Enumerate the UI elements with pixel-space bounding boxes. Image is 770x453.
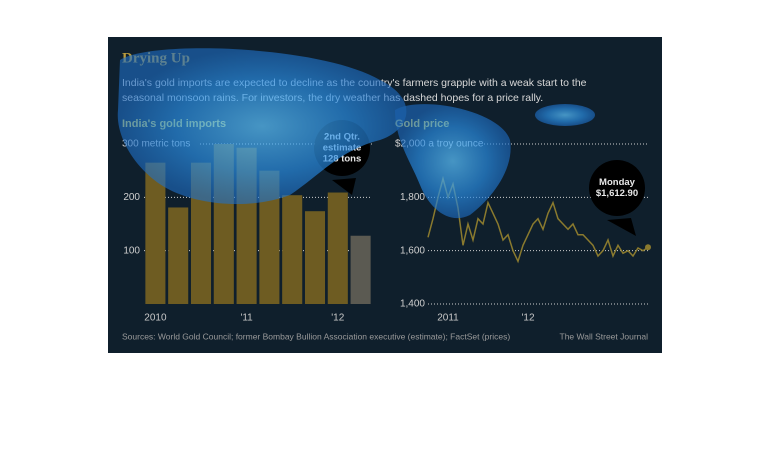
line <box>427 175 649 264</box>
annotation-bubble <box>332 178 356 195</box>
annotation-text: Monday <box>599 177 636 188</box>
sources: Sources: World Gold Council; former Bomb… <box>122 331 510 341</box>
bar <box>259 170 280 304</box>
x-tick-label: '11 <box>240 313 253 324</box>
y-tick-label: 1,400 <box>400 299 425 310</box>
x-tick-label: '12 <box>331 313 344 324</box>
bar <box>168 207 189 304</box>
annotation-bubble <box>589 160 645 216</box>
y-tick-label: 1,600 <box>400 245 425 256</box>
x-tick-label: 2010 <box>144 313 167 324</box>
bar <box>350 235 371 304</box>
bar <box>282 195 303 304</box>
y-tick-label: 200 <box>123 192 140 203</box>
annotation-bubble <box>607 218 636 236</box>
end-point <box>645 244 651 251</box>
bar <box>145 162 166 304</box>
bar <box>327 192 348 304</box>
x-tick-label: '12 <box>521 313 534 324</box>
heat-blob <box>395 104 511 219</box>
annotation-text: $1,612.90 <box>596 188 638 199</box>
y-tick-label: 100 <box>123 245 140 256</box>
credit: The Wall Street Journal <box>560 331 649 341</box>
heat-blob <box>117 48 407 205</box>
heat-blob <box>535 104 595 126</box>
bar <box>304 211 326 304</box>
x-tick-label: 2011 <box>437 313 459 324</box>
heatmap-overlay <box>117 48 595 219</box>
annotation-text: 128 tons <box>323 154 362 165</box>
y-tick-label: 1,800 <box>400 192 425 203</box>
